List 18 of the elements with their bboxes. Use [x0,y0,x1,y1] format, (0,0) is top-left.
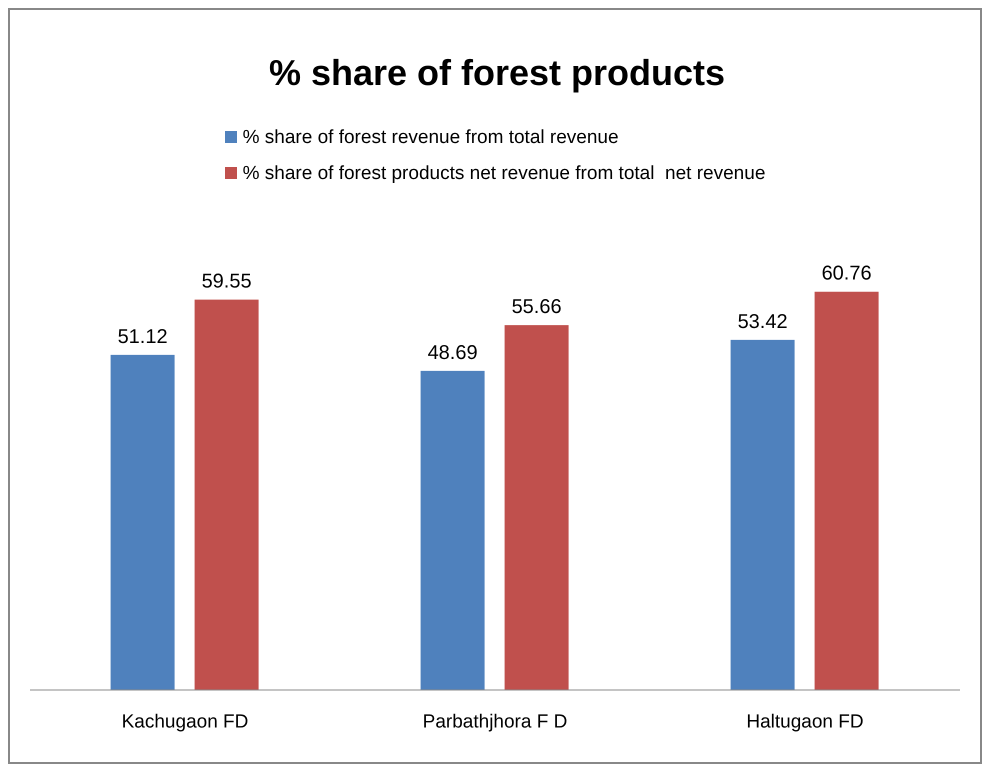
bar [420,370,485,690]
legend-label: % share of forest products net revenue from total net revenue [242,162,766,186]
bar [814,292,879,690]
bar [194,300,259,690]
bar [504,325,569,690]
data-label: 51.12 [118,326,168,348]
bar [110,354,175,690]
x-tick-label: Haltugaon FD [746,711,864,732]
data-label: 48.69 [428,342,478,364]
legend-label: % share of forest revenue from total revenue [242,126,620,150]
chart-title: % share of forest products [268,52,726,94]
data-label: 59.55 [202,270,252,293]
x-tick-label: Parbathjhora F D [422,711,568,732]
bar [730,340,795,690]
data-label: 60.76 [822,262,872,285]
data-label: 55.66 [512,296,562,318]
data-label: 53.42 [738,310,788,333]
x-tick-label: Kachugaon FD [122,711,248,732]
